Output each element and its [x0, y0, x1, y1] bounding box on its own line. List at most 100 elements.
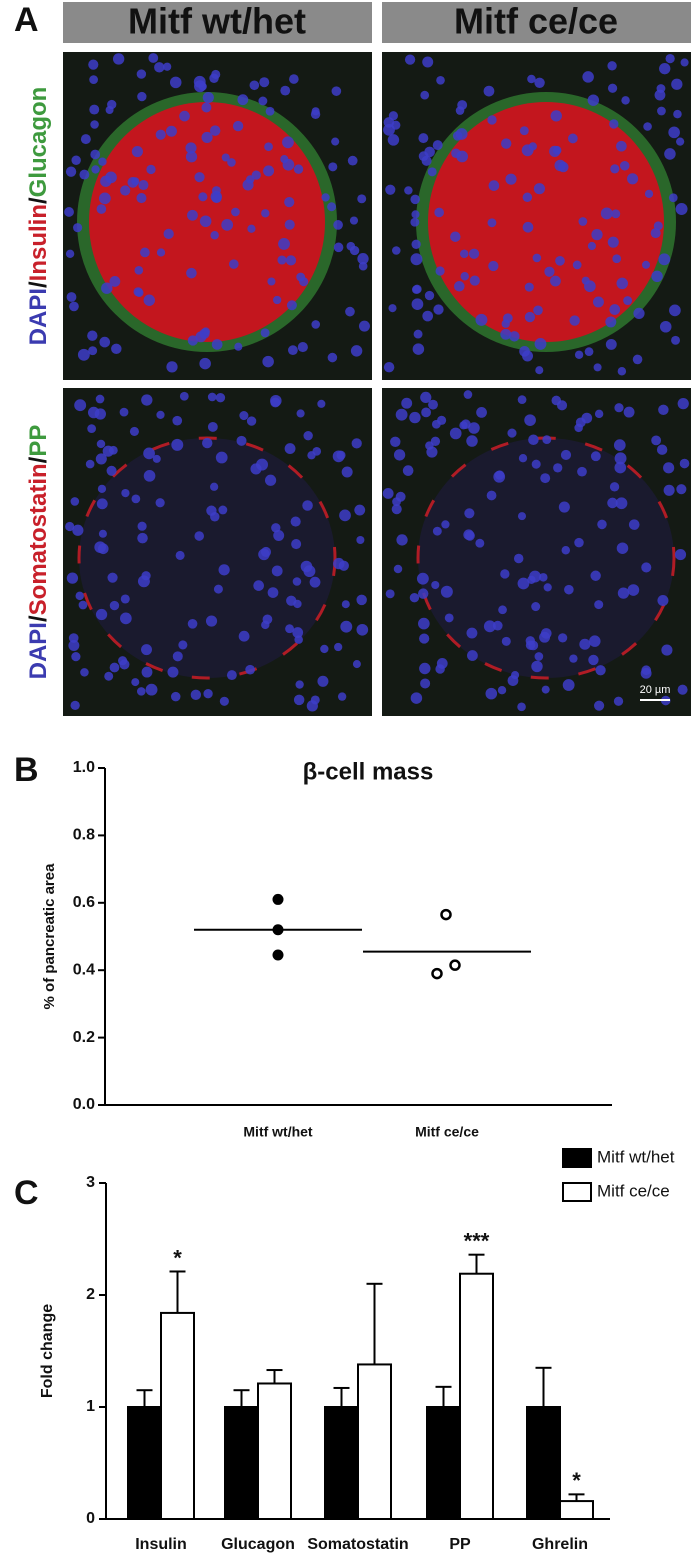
nucleus: [262, 355, 274, 368]
row-label-part: DAPI: [25, 622, 52, 679]
nucleus: [558, 633, 568, 643]
nucleus: [260, 328, 270, 338]
nucleus: [137, 521, 147, 531]
nucleus: [511, 671, 520, 680]
nucleus: [611, 209, 621, 219]
nucleus: [589, 635, 601, 647]
nucleus: [587, 94, 600, 106]
nucleus: [661, 644, 673, 656]
nucleus: [65, 521, 75, 532]
y-axis-label: Fold change: [39, 1304, 56, 1398]
nucleus: [120, 612, 132, 625]
nucleus: [574, 537, 584, 548]
nucleus: [463, 529, 475, 541]
nucleus: [420, 391, 432, 404]
nucleus: [594, 700, 605, 711]
nucleus: [293, 694, 305, 706]
nucleus: [531, 660, 543, 673]
column-header: Mitf wt/het: [128, 1, 306, 42]
nucleus: [676, 484, 687, 495]
nucleus: [487, 218, 497, 228]
nucleus: [411, 298, 424, 311]
bar: [224, 1406, 259, 1520]
nucleus: [532, 253, 542, 263]
nucleus: [519, 346, 530, 357]
nucleus: [120, 185, 131, 196]
nucleus: [418, 133, 429, 144]
nucleus: [175, 550, 185, 560]
nucleus: [650, 228, 661, 239]
nucleus: [468, 422, 480, 434]
nucleus: [96, 204, 107, 214]
panel-label: A: [14, 1, 39, 39]
nucleus: [505, 173, 517, 185]
nucleus: [227, 158, 236, 167]
nucleus: [121, 488, 130, 498]
nucleus: [290, 516, 301, 527]
nucleus: [140, 247, 150, 258]
nucleus: [256, 458, 268, 471]
nucleus: [651, 435, 662, 446]
significance: *: [572, 1468, 581, 1493]
nucleus: [528, 142, 537, 151]
nucleus: [627, 173, 639, 185]
nucleus: [593, 363, 602, 372]
nucleus: [413, 329, 423, 339]
nucleus: [644, 189, 654, 198]
nucleus: [211, 192, 222, 204]
nucleus: [542, 435, 552, 445]
nucleus: [95, 608, 108, 621]
nucleus: [578, 217, 588, 226]
nucleus: [97, 543, 109, 555]
nucleus: [533, 183, 546, 195]
nucleus: [671, 335, 680, 345]
nucleus: [522, 192, 533, 203]
nucleus: [70, 700, 80, 711]
nucleus: [623, 296, 633, 306]
nucleus: [294, 635, 303, 644]
nucleus: [104, 671, 114, 681]
nucleus: [579, 638, 591, 650]
nucleus: [87, 330, 98, 341]
nucleus: [253, 580, 264, 591]
nucleus: [503, 313, 513, 324]
nucleus: [207, 392, 217, 402]
nucleus: [590, 570, 601, 581]
nucleus: [531, 602, 541, 612]
nucleus: [475, 538, 485, 548]
nucleus: [296, 272, 306, 282]
nucleus: [190, 689, 202, 700]
nucleus: [422, 310, 434, 322]
nucleus: [347, 155, 358, 166]
nucleus: [91, 165, 100, 174]
nucleus: [194, 531, 205, 541]
nucleus: [619, 161, 630, 171]
y-tick-label: 3: [86, 1174, 95, 1191]
nucleus: [436, 658, 448, 669]
nucleus: [277, 255, 287, 265]
nucleus: [539, 573, 548, 582]
nucleus: [213, 584, 223, 594]
nucleus: [475, 313, 488, 326]
nucleus: [95, 394, 105, 404]
nucleus: [385, 184, 396, 195]
legend-swatch: [562, 1148, 592, 1168]
nucleus: [136, 69, 147, 79]
bar: [426, 1406, 461, 1520]
nucleus: [594, 409, 604, 419]
nucleus: [527, 74, 536, 84]
y-tick-label: 0: [86, 1510, 95, 1527]
nucleus: [311, 320, 321, 329]
nucleus: [676, 137, 685, 146]
nucleus: [673, 109, 682, 119]
nucleus: [107, 99, 117, 110]
nucleus: [297, 341, 308, 353]
nucleus: [607, 83, 618, 93]
nucleus: [464, 508, 475, 519]
nucleus: [466, 627, 478, 639]
nucleus: [80, 134, 91, 145]
bar: [526, 1406, 561, 1520]
nucleus: [541, 685, 550, 694]
nucleus: [258, 548, 270, 561]
data-point: [431, 967, 443, 980]
